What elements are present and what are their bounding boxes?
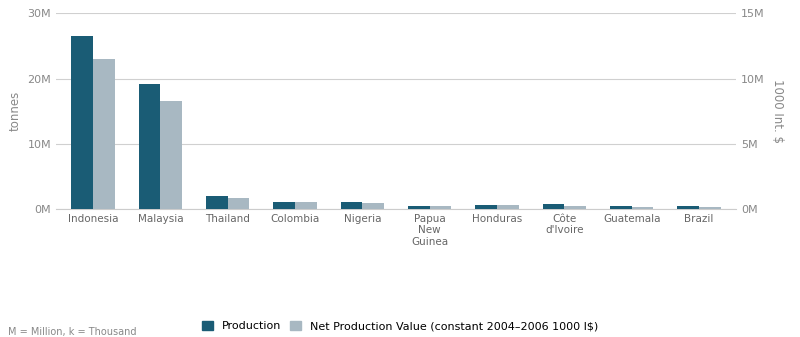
- Bar: [93, 59, 114, 209]
- Bar: [610, 207, 632, 209]
- Bar: [408, 206, 430, 209]
- Bar: [542, 204, 564, 209]
- Bar: [699, 207, 721, 209]
- Bar: [678, 206, 699, 209]
- Bar: [139, 84, 160, 209]
- Y-axis label: 1000 Int. $: 1000 Int. $: [771, 79, 784, 143]
- Bar: [341, 202, 362, 209]
- Bar: [71, 36, 93, 209]
- Bar: [228, 198, 250, 209]
- Text: M = Million, k = Thousand: M = Million, k = Thousand: [8, 327, 137, 337]
- Bar: [564, 206, 586, 209]
- Bar: [160, 101, 182, 209]
- Bar: [295, 203, 317, 209]
- Bar: [475, 205, 497, 209]
- Bar: [274, 202, 295, 209]
- Bar: [362, 203, 384, 209]
- Legend: Production, Net Production Value (constant 2004–2006 1000 I$): Production, Net Production Value (consta…: [202, 321, 598, 332]
- Bar: [497, 205, 518, 209]
- Y-axis label: tonnes: tonnes: [9, 91, 22, 131]
- Bar: [430, 206, 451, 209]
- Bar: [632, 207, 653, 209]
- Bar: [206, 196, 228, 209]
